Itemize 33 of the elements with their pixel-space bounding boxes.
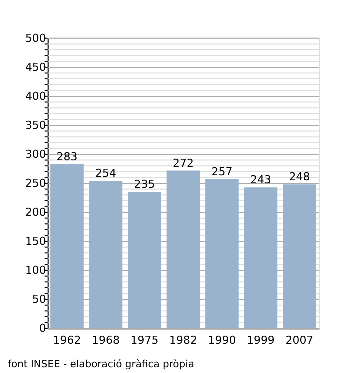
data-label: 248: [289, 170, 310, 184]
y-tick-label: 250: [25, 177, 46, 190]
x-tick-label: 1962: [53, 334, 82, 348]
bar: [50, 164, 84, 329]
y-tick-label: 400: [25, 90, 46, 103]
y-tick-label: 500: [25, 32, 46, 45]
x-tick-label: 1982: [170, 334, 198, 348]
bar: [244, 188, 278, 329]
data-label: 283: [56, 150, 78, 164]
y-tick-label: 100: [25, 264, 46, 278]
x-tick-label: 1999: [247, 334, 275, 348]
y-tick-label: 450: [25, 60, 46, 74]
x-tick-label: 1968: [92, 334, 120, 348]
y-tick-label: 0: [39, 322, 46, 336]
data-label: 254: [96, 167, 116, 180]
bar: [128, 192, 162, 329]
data-label: 257: [212, 165, 233, 178]
y-tick-label: 150: [25, 235, 46, 248]
bar: [283, 184, 316, 329]
bar: [166, 170, 200, 329]
x-tick-label: 1990: [208, 334, 236, 348]
y-tick-label: 300: [25, 148, 46, 161]
bar: [206, 179, 239, 329]
y-tick-label: 50: [32, 293, 46, 306]
data-label: 243: [250, 174, 272, 187]
data-label: 272: [173, 156, 194, 170]
y-tick-label: 200: [25, 206, 46, 220]
bar: [89, 181, 123, 329]
x-tick-label: 2007: [286, 334, 314, 348]
data-label: 235: [134, 178, 156, 192]
x-tick-label: 1975: [130, 334, 159, 348]
text: font INSEE - elaboració gràfica pròpia: [8, 359, 194, 370]
y-tick-label: 350: [25, 118, 46, 132]
